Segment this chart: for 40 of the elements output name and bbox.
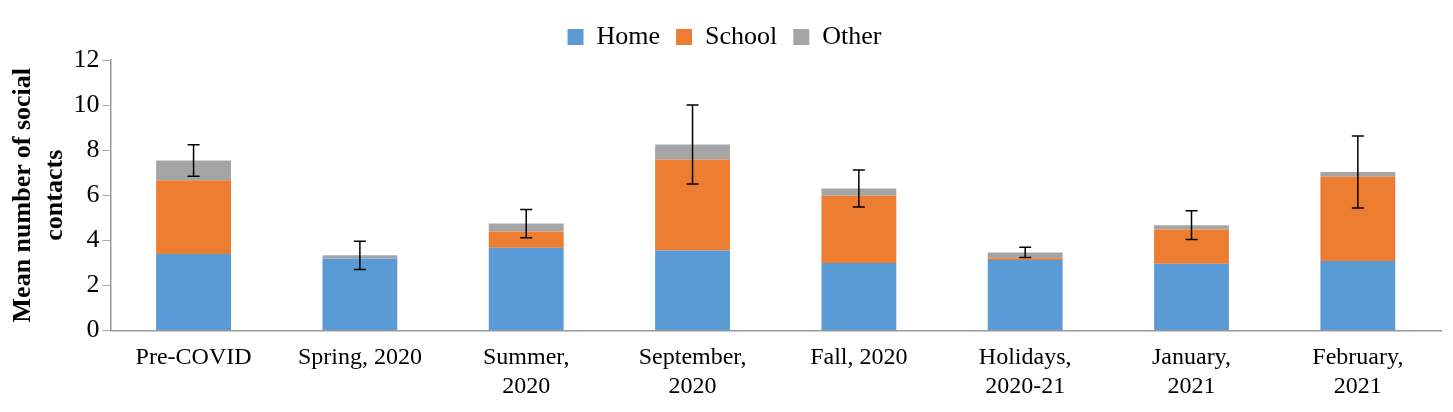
bar xyxy=(156,160,231,181)
bar xyxy=(488,231,564,248)
bar xyxy=(1154,225,1229,230)
y-axis-title: Mean number of social contacts xyxy=(7,67,68,323)
x-tick-label: Summer, 2020 xyxy=(483,343,570,398)
y-tick-label: 10 xyxy=(73,88,100,118)
bar xyxy=(1320,171,1396,177)
bar xyxy=(1320,176,1396,261)
bar xyxy=(821,195,897,264)
bar xyxy=(1320,261,1396,330)
x-tick-label: Spring, 2020 xyxy=(297,343,422,370)
bar xyxy=(488,247,564,330)
y-tick-label: 4 xyxy=(86,224,100,254)
bar xyxy=(156,180,231,255)
bar xyxy=(655,250,730,330)
x-tick-label: Pre-COVID xyxy=(135,343,252,370)
y-tick-label: 0 xyxy=(86,314,100,344)
y-tick-label: 12 xyxy=(73,43,100,73)
bar xyxy=(1154,229,1229,264)
bar xyxy=(987,260,1063,330)
y-tick-label: 8 xyxy=(86,133,100,163)
bar xyxy=(322,258,398,330)
x-tick-label: January, 2021 xyxy=(1151,343,1232,398)
bar xyxy=(821,188,897,196)
bar xyxy=(655,159,730,251)
bar xyxy=(655,144,730,160)
y-tick-label: 6 xyxy=(86,179,100,209)
bar xyxy=(821,263,897,330)
x-tick-label: February, 2021 xyxy=(1312,343,1404,398)
x-tick-label: September, 2020 xyxy=(638,343,747,398)
legend-label: School xyxy=(705,20,778,50)
bar xyxy=(322,255,398,259)
legend-label: Other xyxy=(822,20,882,50)
bar xyxy=(1154,263,1229,330)
x-tick-label: Fall, 2020 xyxy=(810,343,908,370)
bar xyxy=(987,252,1063,259)
y-tick-label: 2 xyxy=(86,269,100,299)
x-tick-label: Holidays, 2020-21 xyxy=(978,343,1072,398)
bar xyxy=(156,254,231,330)
legend-label: Home xyxy=(596,20,661,50)
